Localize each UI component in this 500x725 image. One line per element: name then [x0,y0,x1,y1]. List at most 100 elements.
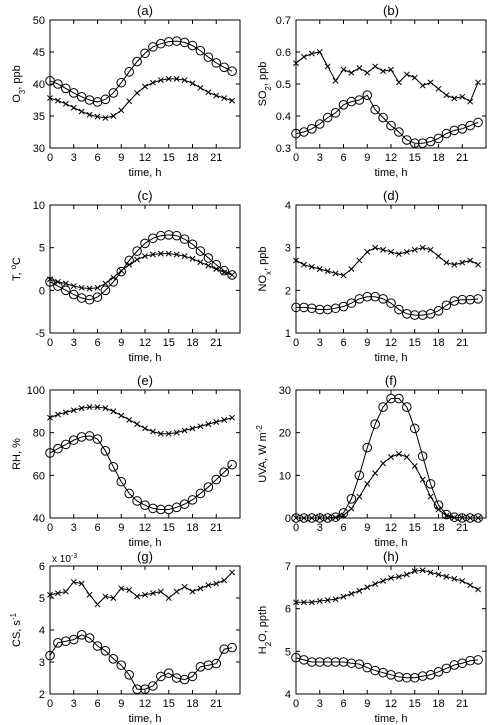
data-point [189,425,196,432]
data-point [68,289,79,300]
data-point [197,423,204,430]
data-point [187,495,198,505]
data-point [465,655,475,666]
data-point [157,77,164,84]
x-axis-label: time, h [128,167,161,179]
data-point [419,476,426,483]
y-tick-label: 30 [33,143,45,155]
data-point [229,569,236,576]
data-point [388,574,394,581]
data-point [179,499,190,509]
series-line [295,94,479,144]
data-point [165,430,172,437]
data-point [316,598,323,604]
data-point [227,66,237,76]
data-point [213,266,220,272]
y-tick-label: 3 [285,243,291,255]
x-tick-label: 0 [293,152,299,164]
x-tick-label: 3 [71,522,77,534]
data-point [221,269,228,276]
data-point [84,633,95,643]
data-point [62,409,69,416]
series-x [47,75,236,121]
y-tick-label: 30 [279,385,291,397]
x-axis-label: time, h [128,713,161,725]
data-point [118,585,125,592]
data-point [443,573,450,580]
x-tick-label: 6 [340,337,346,349]
data-point [411,462,418,469]
data-point [402,309,412,319]
data-point [110,595,117,601]
data-point [140,48,150,59]
x-tick-label: 12 [385,522,397,534]
data-point [221,416,228,423]
x-tick-label: 9 [118,152,124,164]
data-point [372,580,379,587]
data-point [205,262,212,269]
data-point [308,599,315,606]
y-tick-label: 45 [33,47,45,59]
data-point [378,402,388,412]
data-point [126,98,133,105]
data-point [388,66,394,73]
y-axis-label: NOx, ppb [257,247,273,292]
data-point [459,577,466,584]
data-point [118,412,125,419]
y-tick-label: 6 [285,604,291,616]
data-point [340,593,347,600]
data-point [157,588,164,595]
data-point [356,65,363,71]
series-line [49,253,233,290]
data-point [433,306,444,316]
data-point [163,36,174,47]
x-tick-label: 21 [456,337,468,349]
data-point [70,283,77,290]
data-point [61,285,71,296]
series-x [47,569,236,608]
x-tick-label: 6 [340,152,346,164]
series-line [296,569,479,603]
data-point [299,302,309,313]
data-point [395,573,402,580]
data-point [475,79,482,86]
data-point [134,256,141,263]
panel-label: (h) [383,549,399,564]
x-tick-label: 3 [317,152,323,164]
x-tick-label: 18 [432,337,444,349]
x-tick-label: 9 [118,522,124,534]
data-point [332,596,339,603]
chart-panel-2: (b) 0 3 6 9 12 15 18 21 0.3 0.4 0.5 0.6 0.7 time, h SO2… [257,3,487,179]
data-point [403,71,410,78]
x-tick-label: 3 [317,522,323,534]
data-point [443,259,450,266]
x-axis-label: time, h [128,537,161,549]
data-point [187,239,198,250]
series-x [293,49,482,105]
series-circle [45,230,237,305]
data-point [356,257,363,264]
data-point [181,583,188,590]
x-tick-label: 21 [210,337,222,349]
y-tick-label: 10 [279,470,291,482]
data-point [340,272,347,279]
y-tick-label: 100 [27,385,45,397]
data-point [148,681,158,691]
data-point [299,127,309,137]
data-point [348,69,355,76]
data-point [213,92,220,99]
data-point [322,657,333,667]
x-tick-label: 18 [186,337,198,349]
series-x [293,567,482,606]
data-point [332,77,339,84]
data-point [165,595,172,601]
panel-label: (d) [383,188,399,203]
x-tick-label: 0 [47,522,53,534]
y-axis-label: UVA, W m-2 [255,425,270,483]
x-tick-label: 15 [163,698,175,710]
data-point [86,111,93,118]
y-tick-label: -5 [35,328,45,340]
data-point [364,480,371,487]
data-point [403,454,410,460]
